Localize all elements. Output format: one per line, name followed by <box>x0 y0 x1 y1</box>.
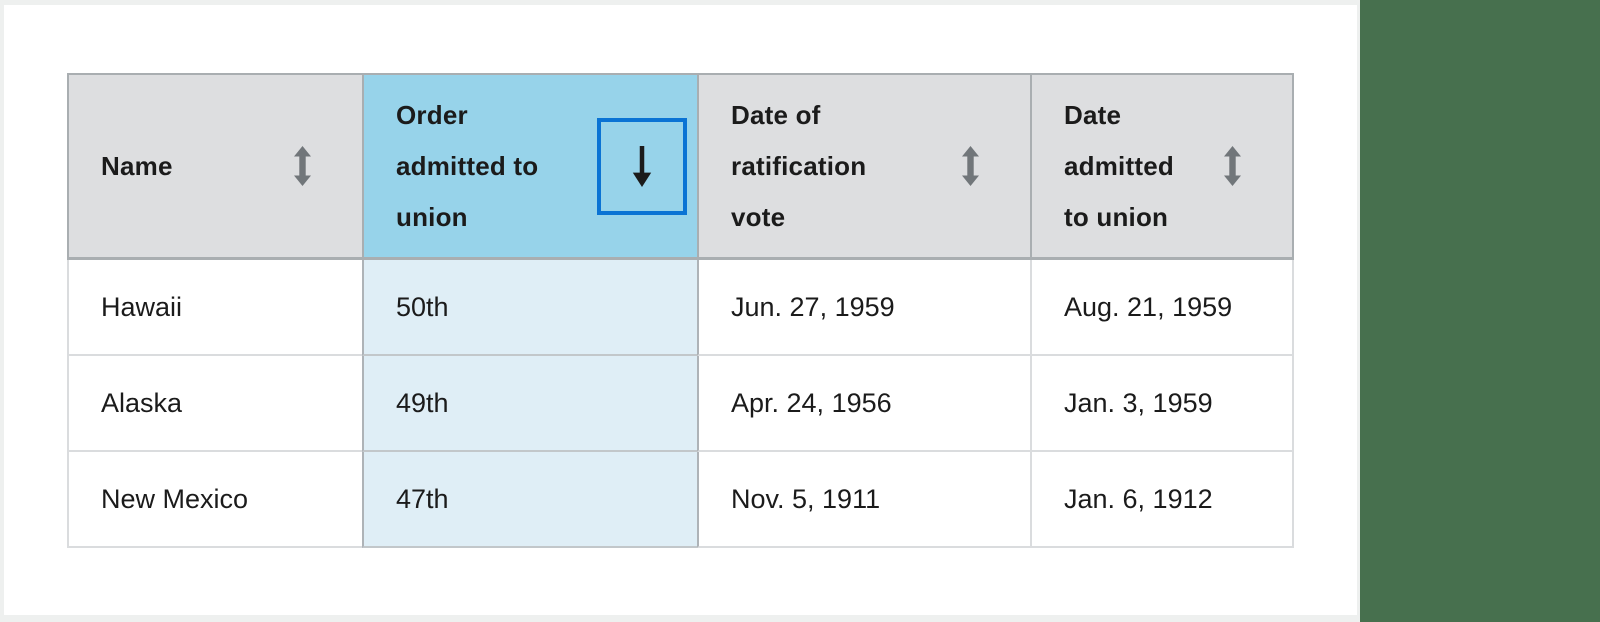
table-cell: Apr. 24, 1956 <box>697 356 1030 452</box>
up-down-arrow-icon <box>959 145 982 187</box>
table-cell: Jan. 6, 1912 <box>1030 452 1294 548</box>
sort-button[interactable] <box>1210 136 1254 196</box>
column-header-date-admitted-to-union[interactable]: Date admitted to union <box>1030 73 1294 260</box>
column-header-label: Name <box>101 150 173 181</box>
table-row: Alaska 49th Apr. 24, 1956 Jan. 3, 1959 <box>67 356 1294 452</box>
table-cell: Aug. 21, 1959 <box>1030 260 1294 356</box>
content-card: Name Order admitted to union Date of ratif… <box>4 5 1357 615</box>
column-header-label: Date of ratification vote <box>731 99 867 232</box>
arrow-down-icon <box>629 144 655 189</box>
table-cell: 47th <box>362 452 697 548</box>
table-row: New Mexico 47th Nov. 5, 1911 Jan. 6, 1912 <box>67 452 1294 548</box>
side-panel <box>1360 0 1600 622</box>
table-cell: Hawaii <box>67 260 362 356</box>
column-header-date-of-ratification-vote[interactable]: Date of ratification vote <box>697 73 1030 260</box>
column-header-name[interactable]: Name <box>67 73 362 260</box>
table-header-row: Name Order admitted to union Date of ratif… <box>67 73 1294 260</box>
table-cell: 50th <box>362 260 697 356</box>
sort-descending-button[interactable] <box>597 117 687 215</box>
table-cell: 49th <box>362 356 697 452</box>
sortable-table: Name Order admitted to union Date of ratif… <box>67 73 1294 548</box>
sort-button[interactable] <box>948 136 992 196</box>
column-header-label: Order admitted to union <box>396 99 539 232</box>
up-down-arrow-icon <box>1221 145 1244 187</box>
table-cell: Jun. 27, 1959 <box>697 260 1030 356</box>
column-header-order-admitted-to-union[interactable]: Order admitted to union <box>362 73 697 260</box>
column-header-label: Date admitted to union <box>1064 99 1174 232</box>
up-down-arrow-icon <box>291 145 314 187</box>
table-body: Hawaii 50th Jun. 27, 1959 Aug. 21, 1959 Alas… <box>67 260 1294 548</box>
table-cell: Jan. 3, 1959 <box>1030 356 1294 452</box>
table-row: Hawaii 50th Jun. 27, 1959 Aug. 21, 1959 <box>67 260 1294 356</box>
table-cell: New Mexico <box>67 452 362 548</box>
table-cell: Nov. 5, 1911 <box>697 452 1030 548</box>
sort-button[interactable] <box>280 136 324 196</box>
table-cell: Alaska <box>67 356 362 452</box>
